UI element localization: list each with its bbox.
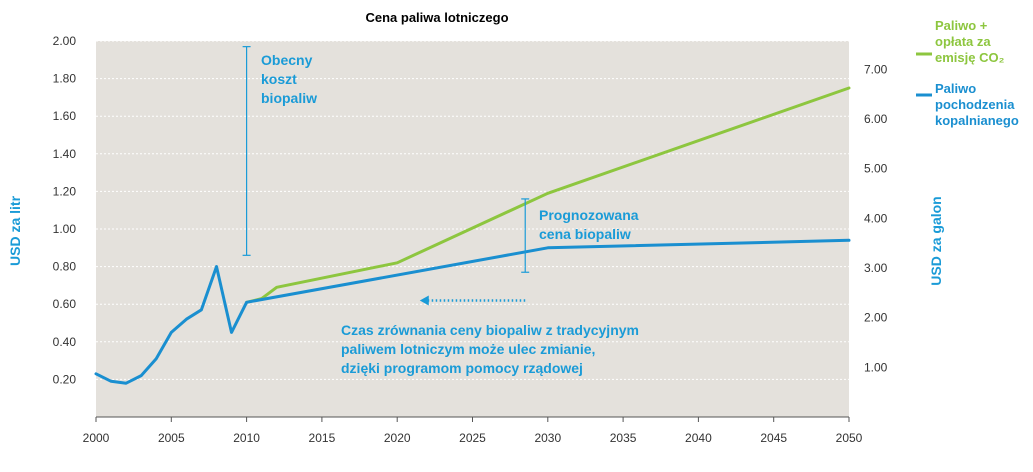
series-group [94,86,851,385]
x-tick-label: 2000 [83,431,110,445]
current-cost-label: biopaliw [261,90,317,106]
forecast-label: cena biopaliw [539,226,631,242]
price-parity-note: Czas zrównania ceny biopaliw z tradycyjn… [341,322,639,338]
left-y-axis: 0.20 0.40 0.60 0.80 1.00 1.20 1.40 1.60 1.80 2.00 [53,34,77,386]
left-y-axis-label: USD za litr [7,195,23,266]
y-tick-label: 0.20 [53,372,77,386]
y-tick-label: 0.80 [53,260,77,274]
x-tick-label: 2005 [158,431,185,445]
y-right-tick-label: 6.00 [864,112,888,126]
x-tick-label: 2010 [233,431,260,445]
x-tick-label: 2025 [459,431,486,445]
annotations: Obecny koszt biopaliw Prognozowana cena biop… [242,46,639,376]
y-right-tick-label: 7.00 [864,62,888,76]
legend-label: Paliwo + [935,18,988,33]
legend-label: kopalnianego [935,113,1019,128]
y-right-tick-label: 3.00 [864,261,888,275]
y-tick-label: 1.20 [53,184,77,198]
y-tick-label: 1.60 [53,109,77,123]
y-tick-label: 1.80 [53,72,77,86]
y-right-tick-label: 1.00 [864,360,888,374]
y-tick-label: 0.40 [53,335,77,349]
y-right-tick-label: 4.00 [864,211,888,225]
forecast-label: Prognozowana [539,207,639,223]
current-cost-label: koszt [261,71,297,87]
y-tick-label: 0.60 [53,297,77,311]
y-tick-label: 2.00 [53,34,77,48]
chart-title: Cena paliwa lotniczego [365,10,508,25]
x-tick-label: 2045 [760,431,787,445]
right-y-axis-label: USD za galon [928,196,944,285]
series-line-fossil-fuel [94,238,851,385]
x-tick-label: 2035 [610,431,637,445]
x-tick-label: 2040 [685,431,712,445]
legend-label: emisję CO₂ [935,50,1005,65]
y-right-tick-label: 2.00 [864,311,888,325]
right-y-axis: 1.00 2.00 3.00 4.00 5.00 6.00 7.00 [864,62,888,374]
legend-label: pochodzenia [935,97,1015,112]
time-shift-arrow-head [419,295,429,306]
legend-label: opłata za [935,34,991,49]
y-right-tick-label: 5.00 [864,162,888,176]
current-cost-label: Obecny [261,52,313,68]
y-tick-label: 1.40 [53,147,77,161]
y-tick-label: 1.00 [53,222,77,236]
legend-label: Paliwo [935,81,976,96]
x-axis: 2000 2005 2010 2015 2020 2025 2030 2035 2040 2045… [83,416,863,445]
x-tick-label: 2050 [836,431,863,445]
x-tick-label: 2015 [309,431,336,445]
price-parity-note: paliwem lotniczym może ulec zmianie, [341,341,595,357]
x-tick-label: 2030 [534,431,561,445]
price-parity-note: dzięki programom pomocy rządowej [341,360,583,376]
x-tick-label: 2020 [384,431,411,445]
